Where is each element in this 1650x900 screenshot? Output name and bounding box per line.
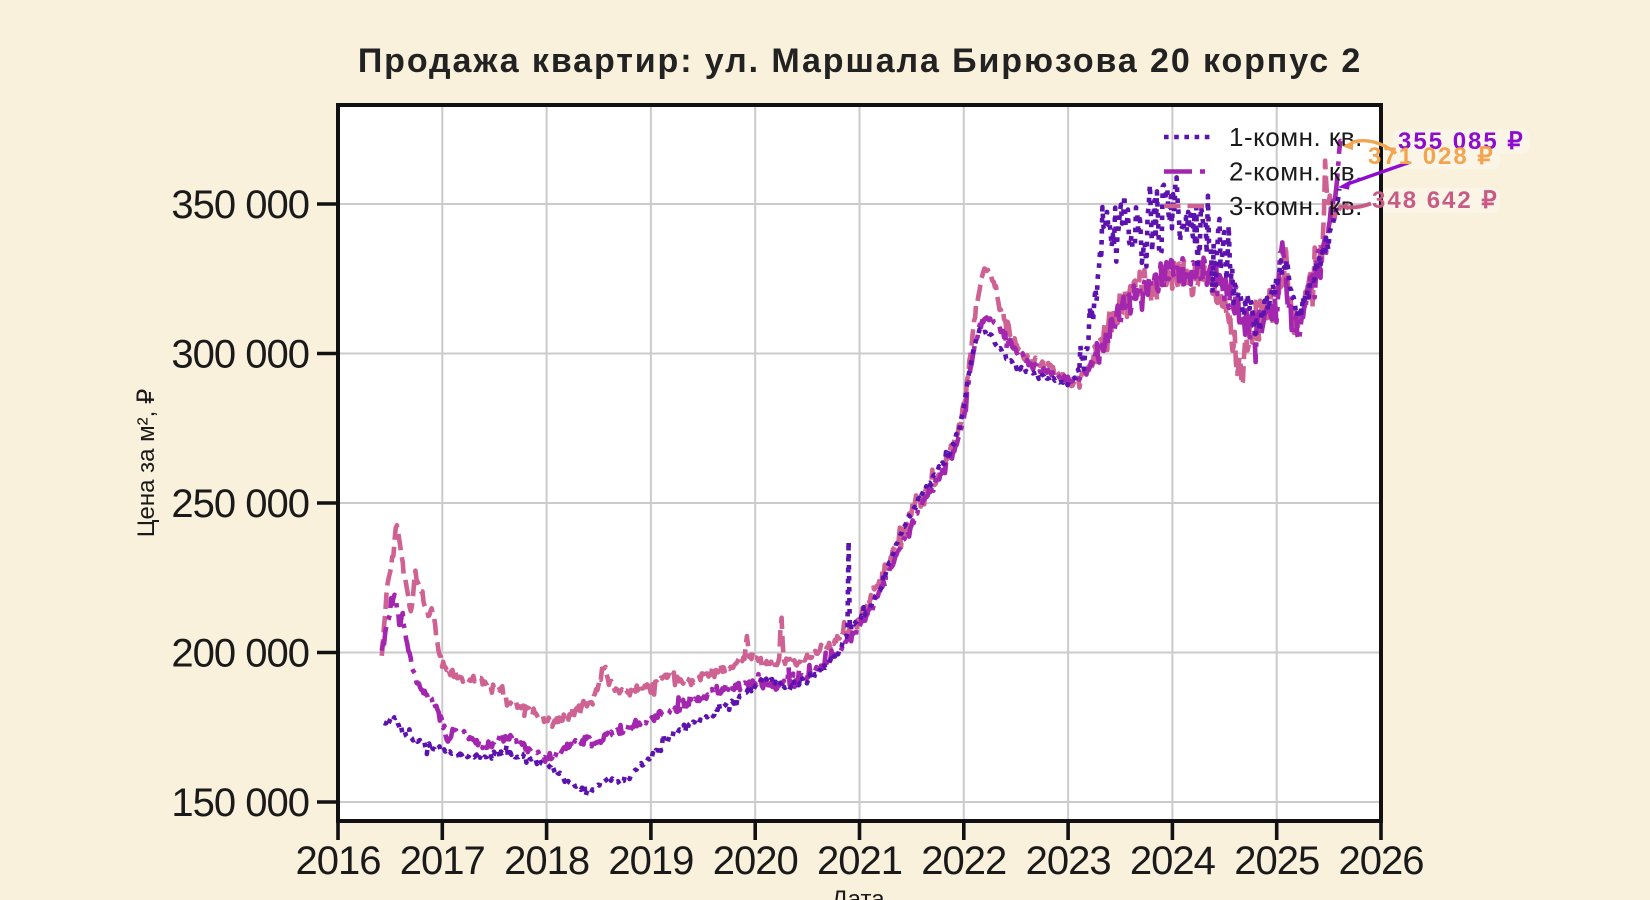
svg-text:300 000: 300 000 [171, 333, 309, 377]
svg-text:2026: 2026 [1339, 839, 1424, 883]
svg-text:355 085 ₽: 355 085 ₽ [1398, 128, 1525, 155]
svg-text:371 028 ₽: 371 028 ₽ [1368, 143, 1495, 170]
svg-text:2019: 2019 [608, 839, 693, 883]
svg-text:200 000: 200 000 [171, 632, 309, 676]
svg-text:2017: 2017 [400, 839, 485, 883]
svg-text:Цена за м², ₽: Цена за м², ₽ [133, 389, 160, 538]
svg-text:1-комн. кв.: 1-комн. кв. [1229, 122, 1363, 152]
svg-text:2020: 2020 [713, 839, 798, 883]
svg-text:348 642 ₽: 348 642 ₽ [1372, 187, 1499, 214]
svg-text:350 000: 350 000 [171, 183, 309, 227]
svg-text:2-комн. кв.: 2-комн. кв. [1229, 157, 1363, 187]
svg-text:2018: 2018 [504, 839, 589, 883]
svg-text:2024: 2024 [1130, 839, 1216, 883]
svg-text:2021: 2021 [817, 839, 902, 883]
svg-text:2022: 2022 [921, 839, 1006, 883]
svg-text:250 000: 250 000 [171, 482, 309, 526]
svg-text:2016: 2016 [296, 839, 381, 883]
svg-text:150 000: 150 000 [171, 781, 309, 825]
svg-text:Дата: Дата [831, 886, 885, 900]
svg-text:2025: 2025 [1234, 839, 1319, 883]
svg-text:Продажа квартир: ул. Маршала Б: Продажа квартир: ул. Маршала Бирюзова 20… [358, 42, 1362, 80]
svg-text:2023: 2023 [1026, 839, 1111, 883]
